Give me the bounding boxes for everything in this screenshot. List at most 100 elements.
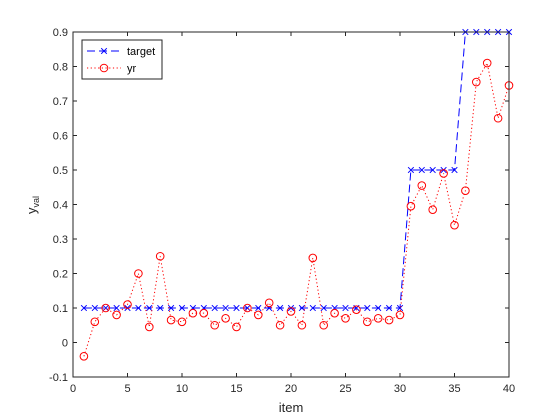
data-point-stroke (309, 304, 316, 312)
legend-label: yr (127, 63, 137, 75)
legend-marker (99, 63, 109, 73)
data-point-yr (341, 314, 350, 323)
x-tick-label: 30 (394, 383, 406, 395)
data-point-target (233, 304, 240, 312)
x-tick-label: 0 (70, 383, 76, 395)
data-point-stroke (407, 166, 415, 174)
y-tick-label: 0.6 (53, 131, 68, 143)
data-point-yr (210, 320, 219, 330)
x-tick-label: 10 (176, 383, 188, 395)
data-point-target (222, 304, 229, 312)
x-tick-label: 40 (503, 383, 515, 395)
data-point-target (211, 304, 218, 312)
data-point-yr (243, 303, 252, 313)
data-point-yr (188, 308, 198, 318)
data-point-stroke (255, 304, 262, 312)
x-axis-label: item (279, 400, 304, 415)
data-point-target (102, 304, 109, 312)
series-line-target (83, 31, 509, 309)
data-point-stroke (91, 304, 98, 312)
y-tick-label: 0.4 (53, 200, 68, 212)
axes-layer: 0 5 10 15 20 25 30 35 40-0.100.10.20.30.40.50.60… (49, 27, 515, 395)
data-point-yr (395, 310, 405, 320)
data-point-target (178, 304, 186, 312)
series-layer (79, 28, 514, 361)
legend: target yr (81, 39, 163, 80)
x-tick-label: 5 (124, 383, 130, 395)
data-point-yr (373, 314, 383, 323)
y-axis-label-main: y (24, 207, 39, 214)
y-axis-label: yval (24, 196, 41, 214)
legend-item-yr: yr (87, 63, 137, 75)
data-point-yr (221, 314, 230, 323)
data-point-yr (286, 307, 296, 316)
data-point-yr (101, 303, 110, 313)
data-point-target (255, 304, 262, 312)
data-point-target (167, 304, 175, 312)
data-point-stroke (375, 304, 382, 312)
data-point-target (244, 304, 251, 312)
plot-area (73, 32, 509, 377)
data-point-yr (112, 310, 121, 320)
data-point-target (276, 304, 284, 312)
legend-marker (100, 47, 108, 55)
y-tick-label: 0.3 (53, 234, 68, 246)
data-point-target (429, 166, 436, 174)
data-point-yr (439, 169, 448, 178)
data-point-yr (461, 186, 470, 195)
data-point-stroke (211, 304, 218, 312)
x-tick-label: 15 (230, 383, 242, 395)
data-point-yr (253, 310, 263, 320)
data-point-target (157, 304, 164, 312)
data-point-target (385, 304, 393, 312)
y-tick-label: 0.2 (53, 269, 68, 281)
legend-item-target: target (87, 46, 155, 58)
y-tick-label: 0.5 (53, 165, 68, 177)
data-point-stroke (146, 304, 153, 312)
data-point-yr (428, 205, 438, 214)
series-yr (79, 58, 514, 361)
data-point-yr (363, 317, 372, 327)
data-point-stroke (385, 304, 393, 312)
series-line-yr (83, 61, 510, 357)
data-point-yr (352, 305, 361, 315)
data-point-target (375, 304, 382, 312)
x-tick-label: 25 (339, 383, 351, 395)
data-point-target (135, 304, 142, 312)
x-tick-label: 20 (285, 383, 297, 395)
data-point-stroke (233, 304, 240, 312)
data-point-yr (384, 315, 394, 325)
data-point-target (146, 304, 153, 312)
data-point-stroke (80, 304, 88, 312)
data-point-stroke (429, 166, 436, 174)
legend-box (81, 39, 163, 80)
data-point-yr (155, 251, 165, 261)
data-point-target (342, 304, 349, 312)
data-point-stroke (178, 304, 186, 312)
data-point-target (80, 304, 88, 312)
data-point-target (396, 304, 404, 312)
data-point-stroke (157, 304, 164, 312)
data-point-target (91, 304, 98, 312)
data-point-yr (79, 352, 89, 361)
data-point-stroke (396, 304, 404, 312)
data-point-yr (297, 320, 307, 330)
data-point-stroke (244, 304, 251, 312)
data-point-stroke (276, 304, 284, 312)
y-tick-label: -0.1 (49, 372, 68, 384)
data-point-target (418, 166, 425, 174)
data-point-stroke (342, 304, 349, 312)
y-tick-label: 0.1 (53, 303, 68, 315)
y-tick-label: 0 (62, 338, 68, 350)
data-point-stroke (102, 304, 109, 312)
data-point-stroke (320, 304, 327, 312)
data-point-yr (406, 201, 416, 211)
data-point-stroke (222, 304, 229, 312)
y-tick-label: 0.7 (53, 96, 68, 108)
data-point-yr (493, 113, 503, 123)
data-point-yr (264, 298, 274, 308)
data-point-yr (275, 320, 285, 330)
data-point-yr (482, 58, 492, 68)
data-point-yr (199, 308, 209, 318)
